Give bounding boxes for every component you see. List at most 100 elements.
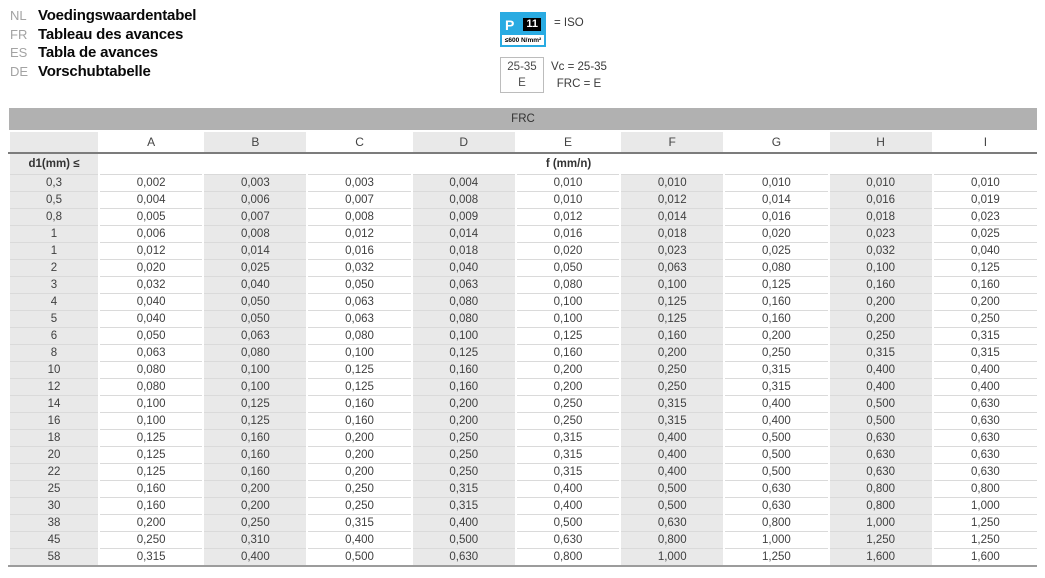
language-code-es: ES (10, 45, 28, 60)
column-header-a: A (99, 131, 204, 154)
feed-value: 0,080 (410, 310, 517, 328)
feed-value: 0,018 (619, 225, 726, 243)
feed-value: 1,600 (932, 548, 1037, 567)
feed-value: 0,315 (307, 514, 412, 532)
feed-value: 1,250 (724, 548, 829, 567)
feed-value: 0,630 (515, 531, 621, 549)
feed-value: 0,800 (515, 548, 621, 567)
feed-value: 0,005 (99, 208, 204, 226)
feed-value: 0,400 (932, 378, 1037, 396)
feed-value: 0,400 (827, 361, 934, 379)
table-row: 20 0,125 0,160 0,200 0,250 0,315 0,400 0,500 0,6… (8, 446, 1037, 464)
column-header-i: I (932, 131, 1037, 154)
table-row: 38 0,200 0,250 0,315 0,400 0,500 0,630 0,800 1,0… (8, 514, 1037, 532)
feed-value: 0,125 (307, 361, 412, 379)
feed-value: 0,007 (307, 191, 412, 209)
table-row: 58 0,315 0,400 0,500 0,630 0,800 1,000 1,250 1,6… (8, 548, 1037, 567)
feed-value: 0,315 (515, 446, 621, 464)
feed-value: 0,630 (724, 497, 829, 515)
feed-value: 0,012 (307, 225, 412, 243)
feed-value: 0,630 (724, 480, 829, 498)
feed-value: 0,010 (932, 174, 1037, 192)
feed-value: 0,400 (619, 463, 726, 481)
feed-value: 0,160 (410, 378, 517, 396)
column-header-h: H (827, 131, 934, 154)
feed-value: 0,315 (724, 378, 829, 396)
column-header-g: G (724, 131, 829, 154)
column-header-f: F (619, 131, 726, 154)
feed-value: 0,014 (202, 242, 309, 260)
feed-value: 0,250 (515, 395, 621, 413)
feed-value: 0,014 (410, 225, 517, 243)
d1-value: 1 (8, 225, 100, 243)
feed-value: 0,630 (932, 446, 1037, 464)
feed-value: 0,063 (619, 259, 726, 277)
feed-value: 0,004 (410, 174, 517, 192)
feed-value: 0,315 (515, 463, 621, 481)
table-row: 16 0,100 0,125 0,160 0,200 0,250 0,315 0,400 0,5… (8, 412, 1037, 430)
feed-value: 0,100 (827, 259, 934, 277)
feed-value: 1,250 (932, 514, 1037, 532)
feed-value: 0,012 (619, 191, 726, 209)
table-row: 1 0,012 0,014 0,016 0,018 0,020 0,023 0,025 0,03… (8, 242, 1037, 260)
iso-group-letter: P (505, 16, 515, 33)
d1-value: 20 (8, 446, 100, 464)
feed-value: 0,315 (515, 429, 621, 447)
d1-value: 22 (8, 463, 100, 481)
feed-value: 0,315 (410, 480, 517, 498)
feed-value: 0,630 (619, 514, 726, 532)
feed-value: 0,630 (827, 429, 934, 447)
feed-value: 0,160 (827, 276, 934, 294)
language-code-fr: FR (10, 26, 28, 42)
feed-value: 0,023 (619, 242, 726, 260)
d1-value: 0,5 (8, 191, 100, 209)
d1-value: 14 (8, 395, 100, 413)
table-row: 2 0,020 0,025 0,032 0,040 0,050 0,063 0,080 0,10… (8, 259, 1037, 277)
feed-value: 0,400 (307, 531, 412, 549)
feed-value: 0,012 (99, 242, 204, 260)
vc-frc-box: 25-35 E (500, 57, 544, 93)
page-title-de: Vorschubtabelle (38, 62, 151, 80)
iso-group-number: 11 (523, 18, 541, 31)
d1-value: 38 (8, 514, 100, 532)
feed-value: 0,006 (99, 225, 204, 243)
feed-value: 0,003 (307, 174, 412, 192)
feed-value: 0,315 (932, 327, 1037, 345)
page-title-es: Tabla de avances (38, 44, 158, 61)
feed-value: 0,400 (827, 378, 934, 396)
feed-value: 0,500 (410, 531, 517, 549)
feed-value: 0,125 (202, 395, 309, 413)
row-label-header: d1(mm) ≤ (8, 153, 100, 175)
feed-value: 0,400 (724, 412, 829, 430)
feed-value: 0,125 (932, 259, 1037, 277)
feed-value: 0,800 (724, 514, 829, 532)
frc-letter-value: E (518, 77, 526, 89)
d1-value: 0,3 (8, 174, 100, 192)
d1-value: 58 (8, 548, 100, 567)
vc-range-value: 25-35 (507, 61, 537, 73)
feed-value: 0,006 (202, 191, 309, 209)
feed-value: 0,007 (202, 208, 309, 226)
feed-value: 0,630 (932, 429, 1037, 447)
feed-value: 1,000 (724, 531, 829, 549)
feed-value: 0,315 (724, 361, 829, 379)
d1-value: 4 (8, 293, 100, 311)
feed-value: 0,315 (619, 395, 726, 413)
feed-value: 0,630 (932, 412, 1037, 430)
feed-value: 0,010 (724, 174, 829, 192)
feed-value: 0,800 (932, 480, 1037, 498)
table-row: 30 0,160 0,200 0,250 0,315 0,400 0,500 0,630 0,8… (8, 497, 1037, 515)
feed-value: 0,010 (619, 174, 726, 192)
d1-value: 45 (8, 531, 100, 549)
feed-value: 0,125 (410, 344, 517, 362)
feed-value: 0,014 (619, 208, 726, 226)
iso-equals-label: = ISO (554, 17, 584, 29)
feed-value: 0,040 (202, 276, 309, 294)
d1-value: 2 (8, 259, 100, 277)
feed-value: 0,310 (202, 531, 309, 549)
feed-value: 0,400 (515, 480, 621, 498)
feed-value: 0,063 (202, 327, 309, 345)
feed-value: 1,250 (827, 531, 934, 549)
feed-value: 0,160 (307, 412, 412, 430)
value-unit-header: f (mm/n) (99, 153, 1037, 175)
